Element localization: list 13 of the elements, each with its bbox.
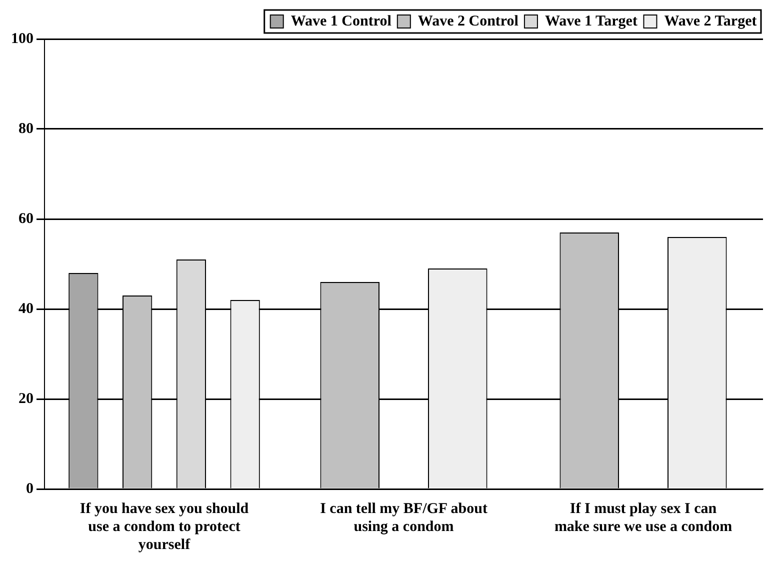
legend-label: Wave 2 Target (664, 13, 757, 30)
y-tick-label: 60 (18, 210, 34, 227)
x-tick-label: I can tell my BF/GF about using a condom (320, 500, 488, 535)
x-tick-label: If you have sex you should use a condom to protect yourself (80, 500, 250, 553)
y-tick-label: 20 (18, 390, 34, 407)
x-tick-label: If I must play sex I can make sure we use a condom (554, 500, 733, 535)
legend-label: Wave 1 Control (290, 13, 392, 30)
legend-label: Wave 2 Control (418, 13, 518, 30)
y-tick-label: 100 (11, 30, 34, 47)
legend-label: Wave 1 Target (544, 13, 638, 30)
y-tick-label: 80 (18, 120, 34, 137)
y-tick-label: 40 (18, 300, 34, 317)
y-tick-label: 0 (26, 480, 34, 497)
